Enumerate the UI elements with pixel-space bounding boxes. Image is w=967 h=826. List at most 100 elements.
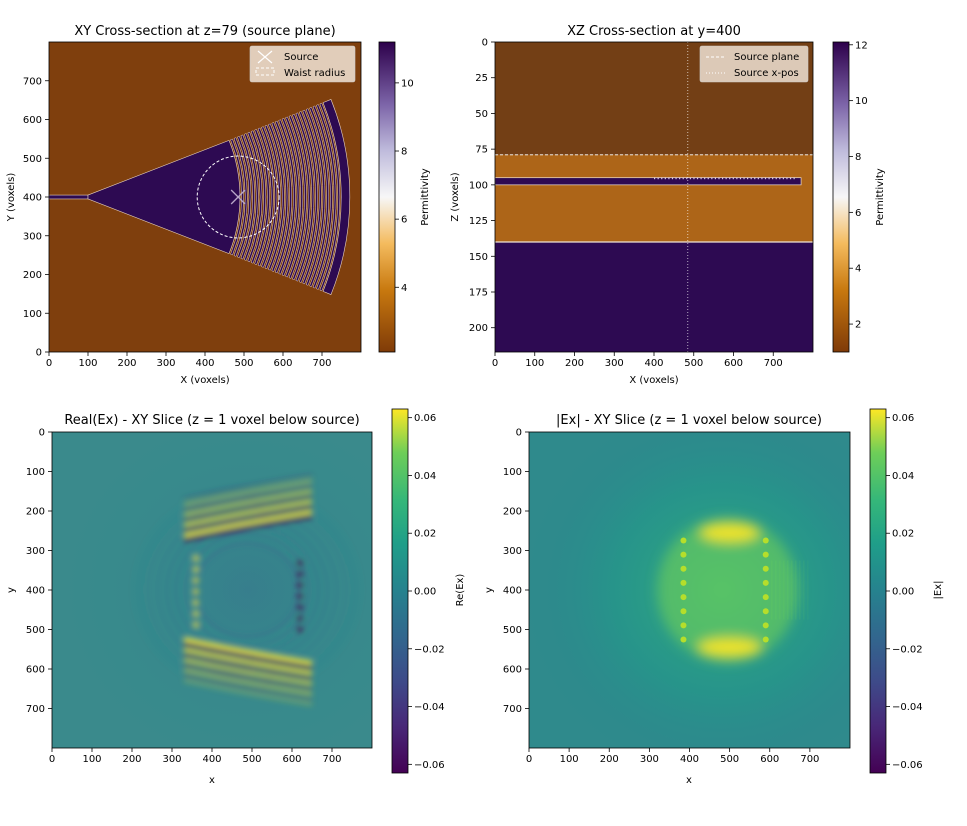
grating-etch xyxy=(704,177,706,180)
grating-etch xyxy=(782,177,784,180)
colorbar-tick-label: 10 xyxy=(401,78,414,89)
colorbar-tick-label: 2 xyxy=(855,320,861,331)
panel-4-colorbar-bar xyxy=(869,408,887,774)
xtick-label: 0 xyxy=(49,754,55,765)
grating-tooth xyxy=(271,122,289,272)
ytick-label: 600 xyxy=(26,665,45,676)
waist-circle xyxy=(196,155,280,239)
ytick-label: 0 xyxy=(39,428,45,439)
ytick-label: 300 xyxy=(26,546,45,557)
xtick-label: 400 xyxy=(644,358,663,369)
hotspot-edge-dot xyxy=(762,579,769,586)
ytick-label: 600 xyxy=(503,665,522,676)
upper-fringe xyxy=(183,473,313,502)
ytick-label: 200 xyxy=(26,507,45,518)
ytick-label: 100 xyxy=(503,467,522,478)
xtick-label: 100 xyxy=(525,358,544,369)
xtick-label: 400 xyxy=(202,754,221,765)
ytick-label: 25 xyxy=(475,73,488,84)
ripple-ring xyxy=(188,537,306,643)
side-fringe-dot xyxy=(296,626,304,633)
colorbar-tick-label: −0.02 xyxy=(892,644,923,655)
grating-etch xyxy=(736,177,738,180)
lower-fringe xyxy=(183,642,313,671)
grating-etch xyxy=(764,177,767,180)
colorbar-tick-label: −0.04 xyxy=(414,702,445,713)
core-layer xyxy=(495,177,802,186)
lower-fringe xyxy=(183,657,313,686)
hotspot-edge-dot xyxy=(680,579,687,586)
grating-etch xyxy=(664,177,666,180)
lower-fringe xyxy=(183,663,313,691)
xtick-label: 0 xyxy=(526,754,532,765)
colorbar-tick-label: 0.00 xyxy=(892,587,914,598)
panel-1-xticks: 0 100 200 300 400 500 600 700 xyxy=(46,352,332,369)
upper-fringe xyxy=(183,489,313,517)
grating-etch xyxy=(668,177,670,180)
grating-etch xyxy=(786,177,788,180)
panel-1-structure xyxy=(49,99,351,295)
legend-source-marker-icon xyxy=(257,50,273,64)
panel-2-structure xyxy=(495,42,813,352)
hotspot-halo xyxy=(657,517,798,663)
panel-4-xlabel: x xyxy=(686,775,692,786)
panel-3-xlabel: x xyxy=(209,775,215,786)
grating-etch xyxy=(693,177,695,180)
grating-etch xyxy=(661,177,663,180)
lower-fringe xyxy=(183,647,313,676)
panel-1-colorbar: 4 6 8 10 Permittivity xyxy=(378,41,431,353)
xtick-label: 300 xyxy=(156,358,175,369)
grating-tooth xyxy=(247,131,263,263)
lower-fringe xyxy=(183,668,313,696)
colorbar-tick-label: 0.04 xyxy=(414,471,436,482)
grating-tooth xyxy=(243,133,259,261)
colorbar-tick-label: 0.02 xyxy=(892,529,914,540)
panel-2-xticks: 0 100 200 300 400 500 600 700 xyxy=(492,352,783,369)
grating-etch xyxy=(721,177,724,180)
lower-fringe xyxy=(183,637,313,666)
ytick-label: 100 xyxy=(23,309,42,320)
legend-waist-marker-icon xyxy=(255,67,275,76)
panel-3-ylabel: y xyxy=(6,587,17,593)
ytick-label: 500 xyxy=(23,154,42,165)
panel-3-wavefronts xyxy=(133,473,361,707)
hotspot-edge-dot xyxy=(680,608,687,615)
grating-etch xyxy=(743,177,745,180)
panel-3-colorbar-label: Re(Ex) xyxy=(455,574,466,607)
grating-etch xyxy=(761,177,763,180)
grating-etch xyxy=(750,177,752,180)
ytick-label: 700 xyxy=(503,704,522,715)
ytick-label: 0 xyxy=(36,348,42,359)
xtick-label: 0 xyxy=(46,358,52,369)
panel-4-ylabel: y xyxy=(484,587,495,593)
source-marker-icon xyxy=(230,189,246,205)
grating-etch xyxy=(654,177,656,180)
grating-etch xyxy=(725,177,727,180)
ripple-ring xyxy=(152,503,343,677)
grating-etch xyxy=(732,177,734,180)
xtick-label: 0 xyxy=(492,358,498,369)
grating-tooth xyxy=(278,119,296,275)
panel-4-yticks: 0 100 200 300 400 500 600 700 xyxy=(503,428,529,715)
xtick-label: 600 xyxy=(724,358,743,369)
panel-4-field xyxy=(529,432,850,748)
lower-fringe xyxy=(183,652,313,681)
grating-tooth xyxy=(274,120,293,274)
panel-1-colorbar-ticks: 4 6 8 10 xyxy=(395,78,414,294)
panel-4-title: |Ex| - XY Slice (z = 1 voxel below sourc… xyxy=(556,413,822,428)
grating-etch xyxy=(686,177,688,180)
grating-etch xyxy=(682,177,684,180)
side-fringe-dot xyxy=(193,555,199,562)
colorbar-tick-label: 8 xyxy=(401,147,407,158)
colorbar-tick-label: 0.00 xyxy=(414,587,436,598)
ytick-label: 600 xyxy=(23,115,42,126)
panel-2-colorbar-label: Permittivity xyxy=(875,168,886,226)
taper xyxy=(87,140,241,254)
panel-2-legend-source-plane: Source plane xyxy=(734,52,799,63)
xtick-label: 300 xyxy=(162,754,181,765)
grating-tooth xyxy=(292,113,311,281)
colorbar-tick-label: 0.04 xyxy=(892,471,914,482)
side-fringe-dot xyxy=(296,559,304,567)
grating-etch xyxy=(707,177,709,180)
